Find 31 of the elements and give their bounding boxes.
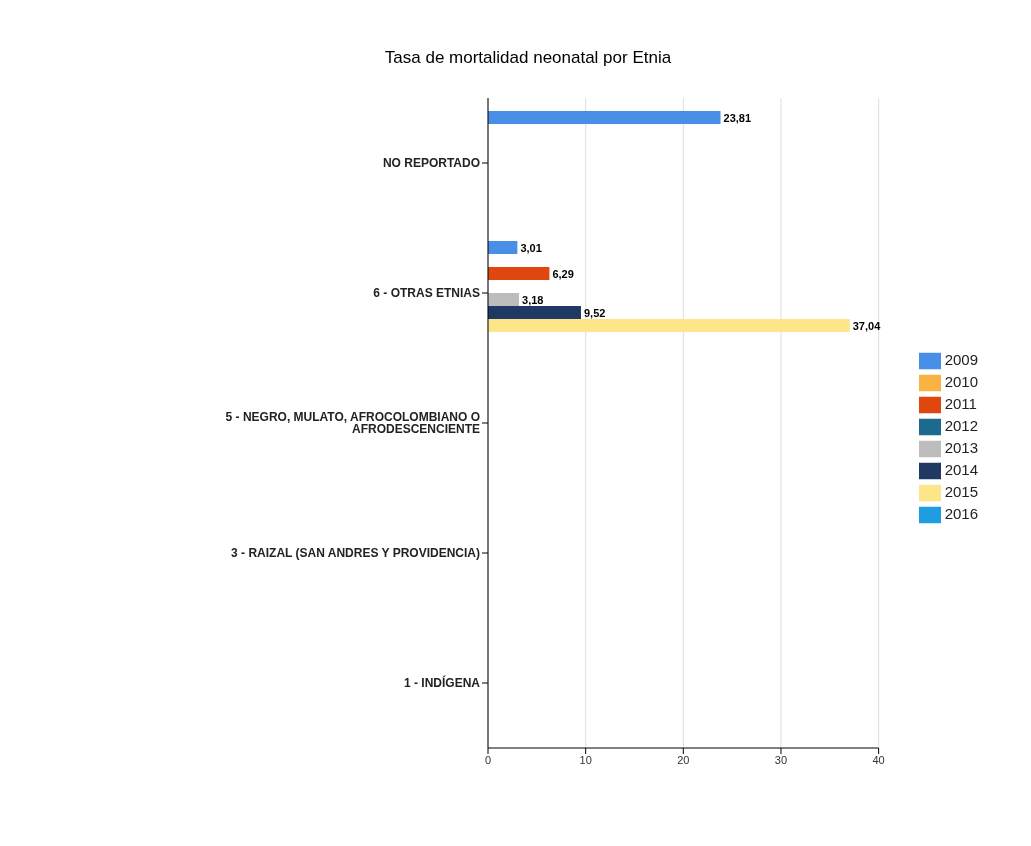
data-label: 3,18 <box>522 293 544 306</box>
x-tick-label: 30 <box>774 753 788 766</box>
y-tick-label: NO REPORTADO <box>382 156 480 171</box>
x-tick-label: 20 <box>677 753 690 766</box>
y-tick-label: 3 - RAIZAL (SAN ANDRES Y PROVIDENCIA) <box>231 546 480 561</box>
chart-title: Tasa de mortalidad neonatal por Etnia <box>383 47 673 69</box>
x-tick-label: 40 <box>872 753 885 766</box>
data-label: 6,29 <box>552 267 574 280</box>
data-label: 23,81 <box>723 111 752 124</box>
legend-label: 2012 <box>944 416 978 434</box>
legend-label: 2011 <box>944 394 977 412</box>
y-tick-label: 5 - NEGRO, MULATO, AFROCOLOMBIANO O AFRODESCENCIENTE <box>225 410 480 437</box>
legend-label: 2009 <box>944 350 978 368</box>
x-tick-label: 10 <box>579 753 592 766</box>
data-label: 9,52 <box>583 306 606 319</box>
legend-label: 2016 <box>944 504 978 522</box>
y-tick-label: 6 - OTRAS ETNIAS <box>373 286 480 301</box>
bar <box>488 111 721 124</box>
bar <box>488 319 850 332</box>
bar <box>488 306 581 319</box>
data-label: 37,04 <box>852 319 882 332</box>
bar <box>488 241 518 254</box>
legend-label: 2013 <box>944 438 978 456</box>
legend-label: 2010 <box>944 372 978 390</box>
x-tick-label: 0 <box>484 753 492 766</box>
bar <box>488 267 550 280</box>
legend-label: 2015 <box>944 482 978 500</box>
bar <box>488 293 520 306</box>
legend-label: 2014 <box>944 460 978 478</box>
y-tick-label: 1 - INDÍGENA <box>403 675 481 691</box>
data-label: 3,01 <box>520 241 542 254</box>
